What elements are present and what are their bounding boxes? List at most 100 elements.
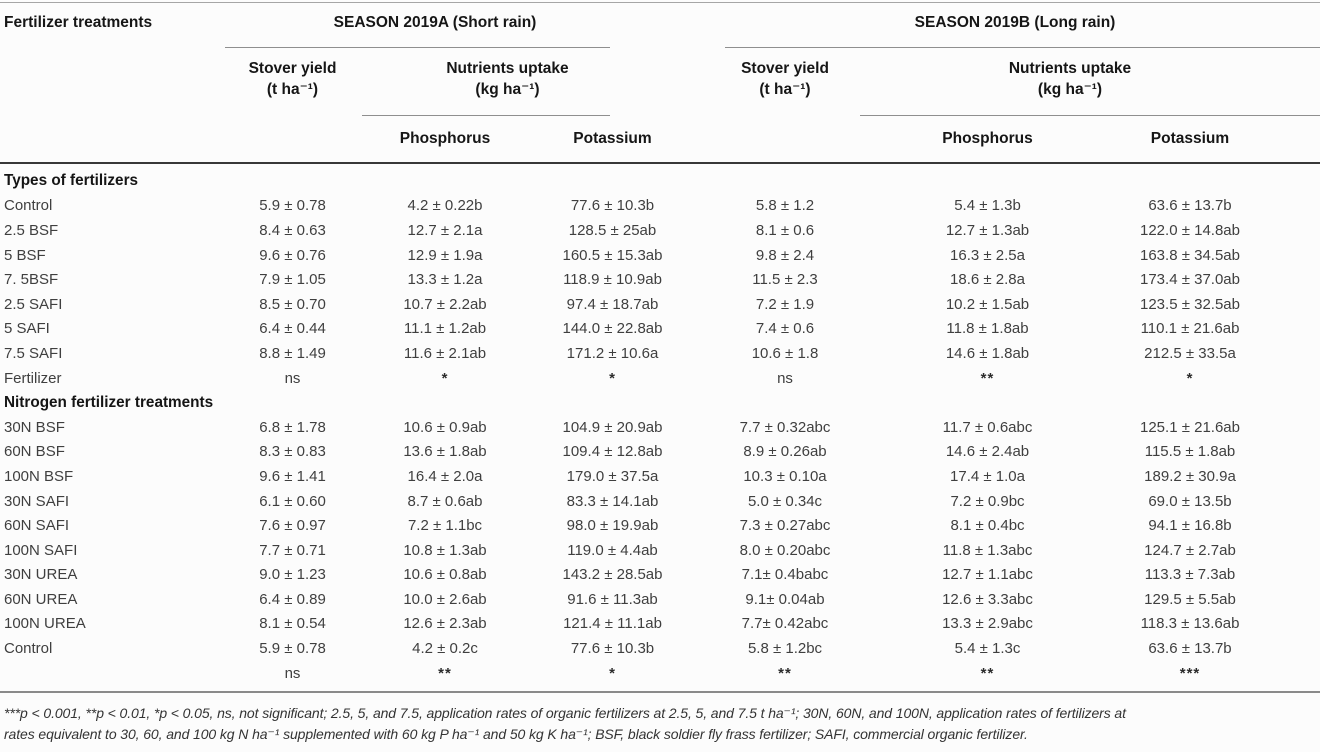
data-cell: 11.1 ± 1.2ab [403, 320, 487, 338]
data-cell: 6.8 ± 1.78 [259, 418, 326, 436]
data-cell: 5.4 ± 1.3b [954, 197, 1021, 215]
data-cell: *** [1179, 664, 1201, 682]
data-cell: 5.9 ± 0.78 [259, 640, 326, 658]
data-cell: 104.9 ± 20.9ab [562, 418, 663, 436]
data-cell: 8.7 ± 0.6ab [407, 492, 483, 510]
data-cell: 4.2 ± 0.22b [407, 197, 483, 215]
data-cell: 7.2 ± 1.9 [755, 295, 815, 313]
stover-yield-b-unit: (t ha⁻¹) [759, 81, 811, 98]
season-b-header: SEASON 2019B (Long rain) [914, 14, 1116, 31]
row-label: 2.5 SAFI [4, 295, 63, 313]
data-cell: 13.3 ± 2.9abc [942, 615, 1033, 633]
season-a-underline [225, 47, 610, 48]
data-cell: 17.4 ± 1.0a [950, 467, 1025, 485]
data-cell: 5.9 ± 0.78 [259, 197, 326, 215]
row-label: 100N BSF [4, 467, 74, 485]
data-cell: 77.6 ± 10.3b [570, 197, 655, 215]
data-cell: 8.8 ± 1.49 [259, 344, 326, 362]
stover-yield-b-header: Stover yield (t ha⁻¹) [710, 48, 860, 110]
data-cell: 122.0 ± 14.8ab [1140, 221, 1240, 239]
data-cell: 77.6 ± 10.3b [570, 640, 655, 658]
data-cell: 4.2 ± 0.2c [412, 640, 478, 658]
data-cell: 110.1 ± 21.6ab [1140, 320, 1240, 338]
data-cell: 12.9 ± 1.9a [407, 246, 483, 264]
nutrients-b-underline [860, 115, 1320, 116]
row-label [0, 661, 210, 686]
header-body-rule [0, 162, 1320, 164]
data-cell: 12.7 ± 1.1abc [942, 566, 1033, 584]
data-cell: 7.4 ± 0.6 [755, 320, 815, 338]
footnote-line-2: rates equivalent to 30, 60, and 100 kg N… [4, 726, 1028, 743]
data-cell: 5.8 ± 1.2bc [747, 640, 823, 658]
data-cell: 118.3 ± 13.6ab [1140, 615, 1240, 633]
data-cell: 212.5 ± 33.5a [1144, 344, 1236, 362]
data-cell: 18.6 ± 2.8a [950, 271, 1025, 289]
data-cell: 144.0 ± 22.8ab [562, 320, 663, 338]
data-cell: 11.7 ± 0.6abc [942, 418, 1033, 436]
nutrients-uptake-a-label: Nutrients uptake [446, 60, 569, 77]
data-cell: 11.8 ± 1.8ab [946, 320, 1029, 338]
data-cell: 7.1± 0.4babc [741, 566, 829, 584]
potassium-b-header: Potassium [1150, 130, 1230, 147]
data-cell: 119.0 ± 4.4ab [567, 541, 658, 559]
corner-header: Fertilizer treatments [4, 14, 153, 31]
data-cell: 179.0 ± 37.5a [566, 467, 659, 485]
data-cell: 13.3 ± 1.2a [407, 271, 483, 289]
data-cell: 10.6 ± 1.8 [751, 344, 819, 362]
data-cell: 9.1± 0.04ab [745, 590, 825, 608]
row-label: 60N SAFI [4, 517, 70, 535]
data-cell: 123.5 ± 32.5ab [1140, 295, 1240, 313]
data-cell: 8.9 ± 0.26ab [743, 443, 827, 461]
data-cell: 8.1 ± 0.6 [755, 221, 815, 239]
table-footnote: ***p < 0.001, **p < 0.01, *p < 0.05, ns,… [0, 693, 1320, 745]
data-cell: 8.1 ± 0.54 [259, 615, 326, 633]
data-cell: 5.4 ± 1.3c [954, 640, 1021, 658]
data-cell: 8.4 ± 0.63 [259, 221, 326, 239]
data-cell: 10.3 ± 0.10a [743, 467, 827, 485]
data-cell: 10.2 ± 1.5ab [945, 295, 1030, 313]
row-label: 30N BSF [4, 418, 65, 436]
data-cell: 10.7 ± 2.2ab [403, 295, 487, 313]
data-cell: 12.6 ± 3.3abc [942, 590, 1033, 608]
data-cell: ** [778, 664, 792, 682]
table-body: Types of fertilizers Control 5.9 ± 0.78 4.2… [0, 164, 1320, 685]
row-label: 100N SAFI [4, 541, 78, 559]
data-cell: 115.5 ± 1.8ab [1144, 443, 1236, 461]
data-cell: 5.8 ± 1.2 [755, 197, 815, 215]
data-cell: 11.8 ± 1.3abc [942, 541, 1033, 559]
data-cell: 8.0 ± 0.20abc [739, 541, 831, 559]
data-cell: 94.1 ± 16.8b [1148, 517, 1232, 535]
data-cell: 10.6 ± 0.9ab [403, 418, 487, 436]
potassium-a-header: Potassium [573, 130, 652, 147]
data-cell: 6.1 ± 0.60 [259, 492, 326, 510]
nutrients-uptake-b-header: Nutrients uptake (kg ha⁻¹) [860, 48, 1320, 110]
data-cell: 8.1 ± 0.4bc [950, 517, 1025, 535]
row-label: 60N UREA [4, 590, 78, 608]
row-label: 5 BSF [4, 246, 46, 264]
data-cell: 10.6 ± 0.8ab [403, 566, 487, 584]
data-cell: * [609, 369, 616, 387]
data-cell: 118.9 ± 10.9ab [563, 271, 662, 289]
data-cell: 109.4 ± 12.8ab [562, 443, 663, 461]
data-cell: 63.6 ± 13.7b [1148, 197, 1232, 215]
data-cell: 12.7 ± 1.3ab [945, 221, 1030, 239]
data-cell: 7.9 ± 1.05 [259, 271, 326, 289]
row-label: Control [4, 197, 53, 215]
row-label: Fertilizer [4, 369, 62, 387]
data-cell: 63.6 ± 13.7b [1148, 640, 1232, 658]
nutrients-uptake-a-header: Nutrients uptake (kg ha⁻¹) [375, 48, 710, 110]
data-cell: 16.4 ± 2.0a [407, 467, 483, 485]
data-cell: * [441, 369, 449, 387]
nutrients-a-underline [362, 115, 610, 116]
data-cell: 7.7 ± 0.71 [259, 541, 326, 559]
data-cell: 10.0 ± 2.6ab [403, 590, 487, 608]
data-cell: 9.6 ± 0.76 [259, 246, 326, 264]
data-cell: 160.5 ± 15.3ab [562, 246, 663, 264]
data-cell: 128.5 ± 25ab [568, 221, 657, 239]
data-cell: 5.0 ± 0.34c [747, 492, 823, 510]
data-cell: 98.0 ± 19.9ab [566, 517, 659, 535]
row-label: 30N SAFI [4, 492, 70, 510]
phosphorus-b-header: Phosphorus [942, 130, 1033, 147]
data-cell: 91.6 ± 11.3ab [567, 590, 658, 608]
